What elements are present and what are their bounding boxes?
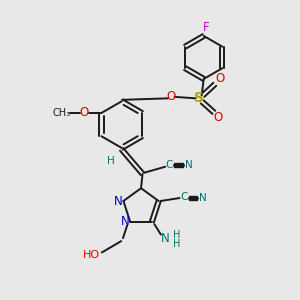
Text: N: N <box>184 160 192 170</box>
Text: C: C <box>180 192 188 203</box>
Text: N: N <box>120 215 129 228</box>
Text: C: C <box>166 160 173 170</box>
Text: N: N <box>160 232 169 245</box>
Text: O: O <box>215 72 224 86</box>
Text: H: H <box>173 239 180 249</box>
Text: O: O <box>79 106 88 119</box>
Text: N: N <box>114 194 122 208</box>
Text: H: H <box>173 230 180 240</box>
Text: O: O <box>166 90 176 103</box>
Text: H: H <box>107 156 115 166</box>
Text: O: O <box>214 111 223 124</box>
Text: HO: HO <box>83 250 100 260</box>
Text: F: F <box>203 21 209 34</box>
Text: CH₃: CH₃ <box>53 108 71 118</box>
Text: S: S <box>194 91 204 105</box>
Text: N: N <box>199 193 207 203</box>
